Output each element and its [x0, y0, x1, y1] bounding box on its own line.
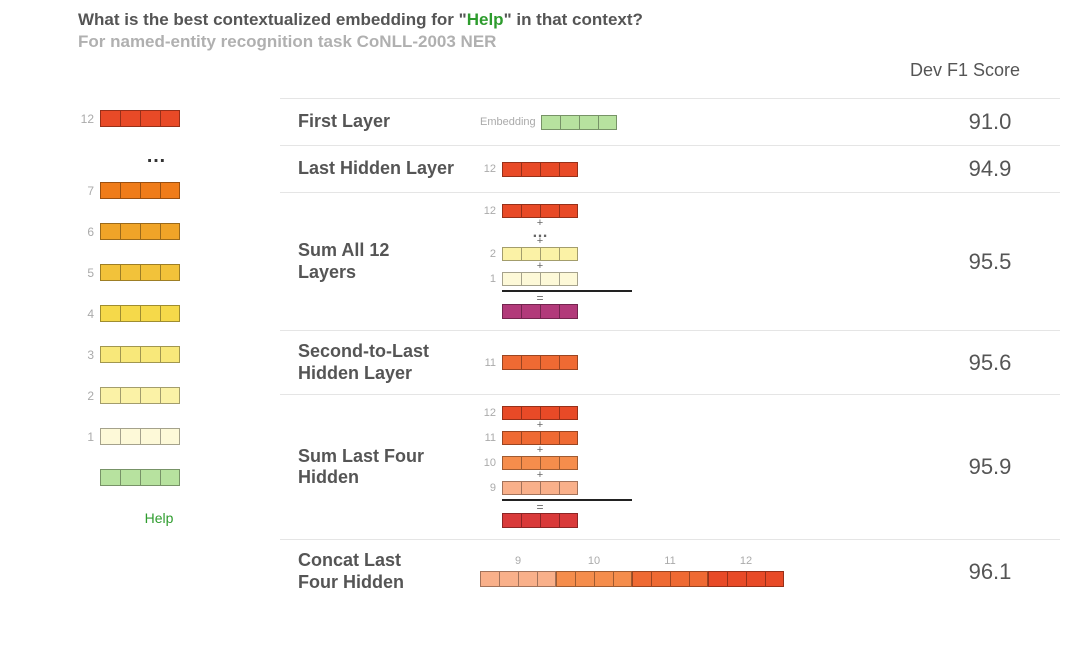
layer-label: 2	[78, 389, 94, 403]
layer-strip	[100, 305, 180, 322]
strategy-viz: Embedding	[480, 114, 920, 131]
concat-segment	[632, 571, 708, 587]
layer-label: 7	[78, 184, 94, 198]
strategy-row-first-layer: First LayerEmbedding 91.0	[280, 98, 1060, 145]
viz-strip	[541, 115, 617, 130]
viz-strip	[502, 406, 578, 420]
concat-ticks: 9101112	[480, 555, 784, 567]
layer-row: 12	[78, 110, 218, 127]
subtitle: For named-entity recognition task CoNLL-…	[78, 32, 643, 52]
viz-strip	[502, 204, 578, 218]
strategy-score: 95.5	[920, 249, 1060, 275]
equals-icon: =	[502, 293, 578, 303]
viz-strip	[502, 162, 578, 177]
plus-icon: +	[502, 237, 578, 246]
viz-label: 9	[480, 482, 496, 494]
layer-strip	[100, 346, 180, 363]
layer-strip	[100, 428, 180, 445]
plus-icon: +	[502, 446, 578, 455]
strategy-score: 91.0	[920, 109, 1060, 135]
strategy-score: 96.1	[920, 559, 1060, 585]
strategy-row-last-hidden: Last Hidden Layer12 94.9	[280, 145, 1060, 192]
result-strip	[502, 304, 578, 319]
strategy-score: 95.9	[920, 454, 1060, 480]
layer-row	[78, 469, 218, 486]
strategy-viz: 11	[480, 354, 920, 371]
viz-label: 12	[480, 163, 496, 175]
concat-segment	[556, 571, 632, 587]
viz-strip	[502, 456, 578, 470]
title-prefix: What is the best contextualized embeddin…	[78, 10, 467, 29]
strategy-name: Sum Last FourHidden	[280, 446, 480, 489]
viz-strip	[502, 355, 578, 370]
viz-strip	[502, 272, 578, 286]
layer-label: 4	[78, 307, 94, 321]
layer-strip	[100, 387, 180, 404]
strategy-row-sum-all-12: Sum All 12Layers12+…+2+1=95.5	[280, 192, 1060, 330]
strategy-score: 95.6	[920, 350, 1060, 376]
score-header: Dev F1 Score	[910, 60, 1020, 81]
strategy-name: Sum All 12Layers	[280, 240, 480, 283]
strategy-viz: 12 +11 +10 +9 =	[480, 405, 920, 529]
layer-strip	[100, 469, 180, 486]
layer-label: 6	[78, 225, 94, 239]
layer-strip	[100, 223, 180, 240]
plus-icon: +	[502, 421, 578, 430]
layer-row: 7	[78, 182, 218, 199]
ellipsis-icon: …	[100, 145, 218, 168]
strategies-table: First LayerEmbedding 91.0 Last Hidden Laye…	[280, 98, 1060, 603]
layer-label: 5	[78, 266, 94, 280]
strategy-name: Concat LastFour Hidden	[280, 550, 480, 593]
layer-row: 2	[78, 387, 218, 404]
viz-label: 12	[480, 205, 496, 217]
viz-strip	[502, 481, 578, 495]
strategy-viz: 9101112	[480, 555, 920, 588]
result-strip	[502, 513, 578, 528]
layer-strip	[100, 264, 180, 281]
strategy-name: First Layer	[280, 111, 480, 133]
strategy-name: Last Hidden Layer	[280, 158, 480, 180]
viz-label: 1	[480, 273, 496, 285]
title: What is the best contextualized embeddin…	[78, 10, 643, 30]
rule-line	[502, 499, 632, 501]
concat-segment	[480, 571, 556, 587]
strategy-score: 94.9	[920, 156, 1060, 182]
viz-label: 11	[480, 357, 496, 369]
viz-strip	[502, 247, 578, 261]
strategy-name: Second-to-LastHidden Layer	[280, 341, 480, 384]
viz-strip	[502, 431, 578, 445]
equals-icon: =	[502, 502, 578, 512]
heading: What is the best contextualized embeddin…	[78, 10, 643, 52]
strategy-row-concat-last-four: Concat LastFour Hidden9101112 96.1	[280, 539, 1060, 603]
layer-label: 3	[78, 348, 94, 362]
layer-label: 1	[78, 430, 94, 444]
layer-strip	[100, 110, 180, 127]
viz-label: 10	[480, 457, 496, 469]
viz-label: 11	[480, 432, 496, 444]
layer-strip	[100, 182, 180, 199]
layer-stack: 12 … 7 6 5 4 3 2 1 Help	[78, 110, 218, 526]
plus-icon: +	[502, 262, 578, 271]
viz-label: Embedding	[480, 116, 535, 128]
concat-segment	[708, 571, 784, 587]
layer-row: 4	[78, 305, 218, 322]
viz-label: 12	[480, 407, 496, 419]
strategy-viz: 12+…+2+1=	[480, 203, 920, 320]
help-token-label: Help	[100, 510, 218, 526]
layer-row: 1	[78, 428, 218, 445]
title-suffix: " in that context?	[504, 10, 643, 29]
viz-label: 2	[480, 248, 496, 260]
strategy-viz: 12	[480, 161, 920, 178]
layer-row: 3	[78, 346, 218, 363]
strategy-row-sum-last-four: Sum Last FourHidden 12 +11 +10 +9 = 95.9	[280, 394, 1060, 539]
rule-line	[502, 290, 632, 292]
plus-icon: +	[502, 471, 578, 480]
strategy-row-second-to-last: Second-to-LastHidden Layer11 95.6	[280, 330, 1060, 394]
layer-row: 6	[78, 223, 218, 240]
title-highlight: Help	[467, 10, 504, 29]
layer-row: 5	[78, 264, 218, 281]
layer-label: 12	[78, 112, 94, 126]
